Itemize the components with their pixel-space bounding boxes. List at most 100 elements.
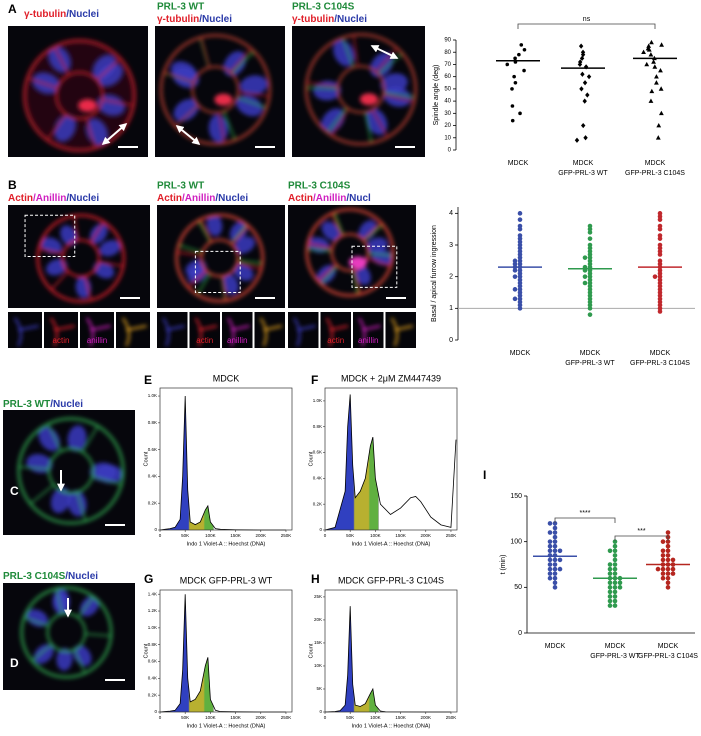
point — [654, 80, 659, 85]
point — [557, 557, 563, 563]
x-tick-label: 200K — [421, 533, 432, 538]
significance-label: *** — [637, 528, 645, 535]
y-tick-label: 0.6K — [148, 447, 157, 452]
point — [587, 296, 593, 302]
point — [547, 548, 553, 554]
y-tick-label: 90 — [444, 38, 451, 44]
y-tick-label: 0 — [319, 709, 322, 714]
point — [510, 87, 514, 91]
point — [587, 230, 593, 235]
y-tick-label: 0 — [154, 527, 157, 532]
point — [587, 280, 593, 286]
x-tick-label: 0 — [159, 533, 162, 538]
inset-bg — [8, 312, 42, 348]
point — [607, 585, 613, 590]
membrane — [320, 265, 339, 286]
condition-label: PRL-3 WT — [157, 181, 204, 192]
point — [517, 293, 523, 298]
point — [574, 137, 580, 143]
y-tick-label: 1.4K — [148, 591, 157, 596]
membrane — [85, 117, 97, 149]
point — [587, 255, 593, 260]
membrane — [197, 220, 212, 243]
x-tick-label: MDCK — [650, 350, 671, 357]
x-tick-label: 200K — [421, 715, 432, 720]
membrane — [47, 447, 95, 495]
stain: γ-tubulin — [292, 14, 334, 25]
x-tick-label: 150K — [230, 533, 241, 538]
y-tick-label: 0.8K — [148, 642, 157, 647]
x-tick-label: 50K — [346, 715, 354, 720]
y-tick-label: 0.6K — [313, 450, 322, 455]
nucleus — [50, 487, 71, 514]
point — [522, 68, 526, 73]
point — [660, 553, 666, 558]
point — [607, 548, 613, 554]
significance-bracket — [517, 23, 656, 29]
condition-label: PRL-3 C104S — [292, 2, 355, 13]
stain: PRL-3 WT — [3, 399, 50, 410]
x-tick-label: 150K — [395, 715, 406, 720]
point — [517, 233, 523, 238]
y-tick-label: 0.8K — [313, 424, 322, 429]
x-tick-label: MDCK — [573, 160, 594, 167]
point — [552, 534, 558, 540]
membrane — [61, 238, 101, 278]
y-tick-label: 100 — [510, 539, 522, 546]
membrane — [55, 588, 64, 615]
stain-label: PRL-3 WT/Nuclei — [3, 399, 83, 410]
inset: anillin — [80, 312, 114, 348]
point — [657, 217, 663, 222]
x-tick-label: 0 — [324, 533, 327, 538]
inset-label: actin — [196, 336, 213, 345]
y-tick-label: 0.6K — [148, 659, 157, 664]
micrograph-signal — [21, 37, 138, 154]
stain: /Nuclei — [65, 571, 98, 582]
y-tick-label: 2 — [449, 274, 453, 281]
membrane — [175, 213, 265, 303]
point — [657, 261, 663, 267]
point — [517, 271, 523, 276]
membrane — [307, 242, 333, 250]
inset — [288, 312, 319, 348]
x-tick-label: 250K — [446, 533, 457, 538]
point — [552, 548, 558, 554]
y-tick-label: 0.8K — [148, 420, 157, 425]
inset: actin — [320, 312, 351, 348]
point — [612, 580, 618, 586]
x-tick-label: 100K — [205, 533, 216, 538]
point — [612, 589, 618, 595]
x-tick-label: 100K — [370, 533, 381, 538]
y-tick-label: 0 — [154, 709, 157, 714]
inset-bg — [157, 312, 188, 348]
inset-label: anillin — [87, 336, 107, 345]
x-tick-label: 200K — [256, 533, 267, 538]
panel-letter: B — [8, 178, 17, 192]
nucleus — [229, 221, 248, 242]
point — [552, 543, 558, 549]
point — [517, 236, 523, 241]
membrane — [336, 64, 386, 114]
point — [580, 71, 585, 77]
point — [658, 67, 663, 73]
point — [557, 548, 563, 554]
point — [670, 571, 676, 576]
point — [587, 299, 593, 305]
point — [665, 530, 671, 535]
point — [587, 258, 593, 264]
x-tick-label: MDCK — [658, 643, 679, 650]
stain: /Anillin — [33, 193, 66, 204]
membrane — [17, 417, 125, 525]
point — [612, 562, 618, 567]
point — [587, 249, 593, 254]
point — [612, 598, 618, 604]
inset-label: actin — [53, 336, 70, 345]
membrane — [81, 425, 99, 453]
point — [657, 277, 663, 283]
point — [587, 283, 593, 289]
membrane — [102, 98, 134, 107]
membrane — [176, 251, 202, 257]
x-tick-label: GFP-PRL-3 C104S — [625, 170, 685, 177]
micrograph-signal — [36, 213, 126, 303]
y-tick-label: 25K — [314, 594, 322, 599]
